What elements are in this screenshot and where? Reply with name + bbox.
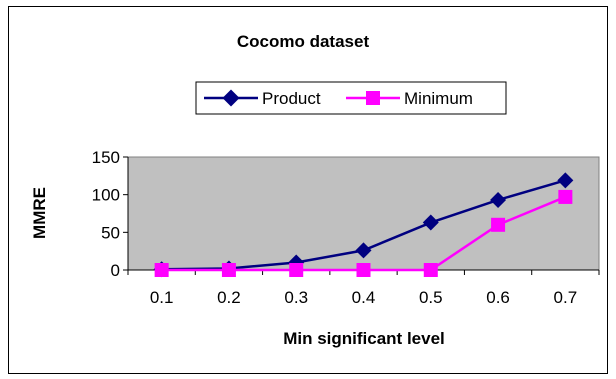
data-point-minimum [221, 263, 236, 277]
x-tick-label: 0.6 [486, 288, 510, 307]
legend: Product Minimum [195, 81, 507, 115]
legend-label-product: Product [262, 89, 321, 108]
chart-title: Cocomo dataset [237, 32, 370, 51]
data-point-minimum [154, 263, 169, 277]
data-point-product [490, 191, 507, 208]
y-tick-label: 100 [92, 186, 120, 205]
data-point-minimum [356, 263, 371, 277]
y-tick-label: 50 [101, 223, 120, 242]
data-point-minimum [423, 263, 438, 277]
x-tick-label: 0.3 [284, 288, 308, 307]
x-tick-label: 0.4 [352, 288, 376, 307]
x-tick-label: 0.2 [217, 288, 241, 307]
y-tick-label: 150 [92, 148, 120, 167]
data-point-product [422, 214, 439, 231]
x-tick-label: 0.7 [554, 288, 578, 307]
series-minimum [154, 189, 573, 277]
x-tick-label: 0.1 [150, 288, 174, 307]
data-point-minimum [289, 263, 304, 277]
data-point-minimum [491, 217, 506, 232]
x-tick-label: 0.5 [419, 288, 443, 307]
x-axis-label: Min significant level [283, 329, 445, 348]
y-axis: 0 50 100 150 [92, 148, 129, 280]
data-point-product [355, 242, 372, 259]
data-point-product [557, 172, 574, 189]
y-tick-label: 0 [111, 261, 120, 280]
y-axis-label: MMRE [30, 187, 49, 239]
legend-label-minimum: Minimum [404, 89, 473, 108]
legend-marker-product [222, 89, 240, 107]
series-layer [153, 172, 574, 278]
data-point-minimum [558, 189, 573, 204]
legend-marker-minimum [366, 91, 380, 105]
